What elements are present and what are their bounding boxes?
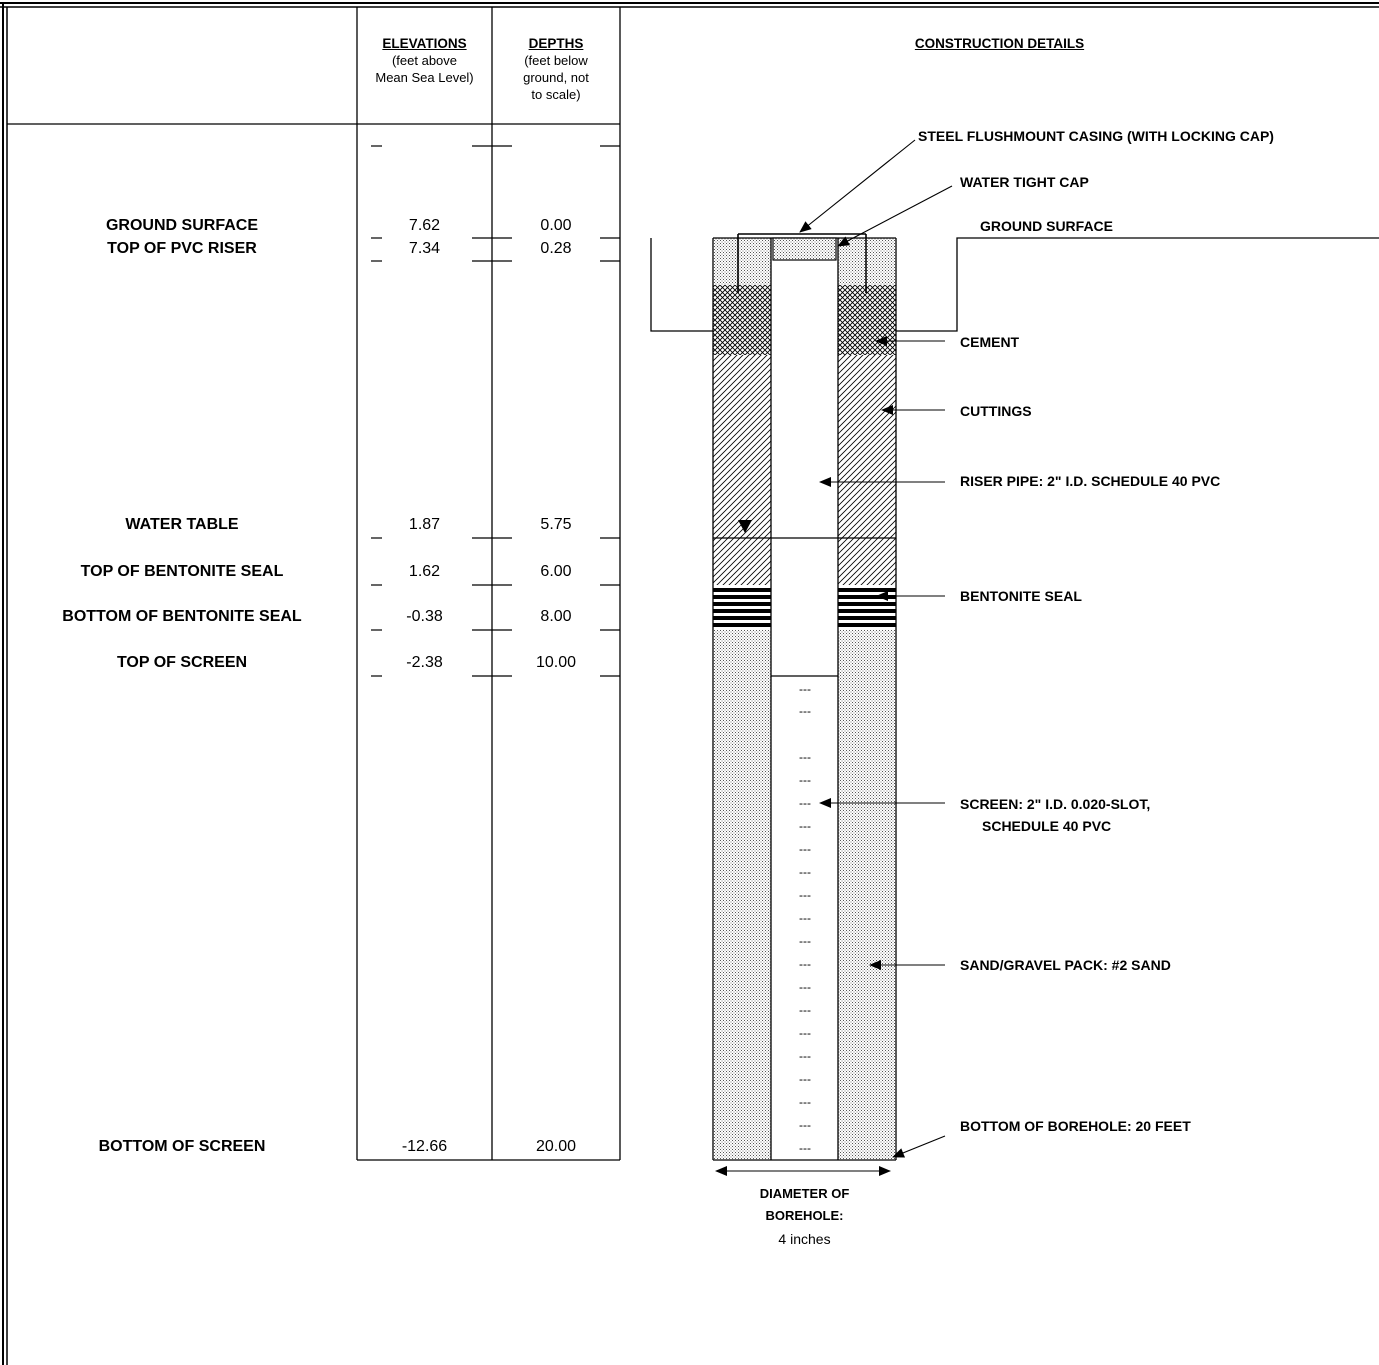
screen-slot: --- xyxy=(799,1026,811,1040)
elevation-value: -12.66 xyxy=(401,1138,448,1155)
screen-slot: --- xyxy=(799,1003,811,1017)
construction-title: CONSTRUCTION DETAILS xyxy=(914,36,1085,51)
depths-title: DEPTHS xyxy=(528,36,584,51)
row-label: WATER TABLE xyxy=(125,516,239,533)
annulus-left xyxy=(713,238,771,1160)
screen-slot: --- xyxy=(799,682,811,696)
depth-value: 10.00 xyxy=(535,654,577,671)
diameter-label-1: DIAMETER OF xyxy=(759,1186,850,1201)
tick-marks xyxy=(371,145,620,677)
screen-annotation-line1: SCREEN: 2" I.D. 0.020-SLOT, xyxy=(960,796,1151,812)
row-label: TOP OF BENTONITE SEAL xyxy=(80,563,284,580)
sand-annotation: SAND/GRAVEL PACK: #2 SAND xyxy=(960,957,1171,973)
cement-annotation: CEMENT xyxy=(960,334,1020,350)
diameter-value: 4 inches xyxy=(778,1231,831,1247)
depth-value: 0.00 xyxy=(540,217,572,234)
depth-value: 8.00 xyxy=(540,608,572,625)
screen-slot: --- xyxy=(799,957,811,971)
depth-value: 0.28 xyxy=(540,240,572,257)
screen-slot: --- xyxy=(799,796,811,810)
screen-slot: --- xyxy=(799,1095,811,1109)
leader-lines xyxy=(715,139,953,1176)
screen-slot: --- xyxy=(799,1072,811,1086)
elevation-value: 1.62 xyxy=(408,563,441,580)
table-grid xyxy=(7,7,621,1161)
annulus-right xyxy=(838,238,896,1160)
screen-slot: --- xyxy=(799,1141,811,1155)
screen-slot: --- xyxy=(799,934,811,948)
elevation-value: -0.38 xyxy=(406,608,443,625)
construction-header: CONSTRUCTION DETAILS xyxy=(620,35,1379,52)
flushmount-casing xyxy=(737,233,867,293)
row-label: BOTTOM OF SCREEN xyxy=(98,1138,266,1155)
screen-slot: --- xyxy=(799,980,811,994)
depth-value: 20.00 xyxy=(535,1138,577,1155)
casing-annotation: STEEL FLUSHMOUNT CASING (WITH LOCKING CA… xyxy=(918,128,1274,144)
elevation-value: 1.87 xyxy=(408,516,441,533)
depth-value: 5.75 xyxy=(540,516,572,533)
row-label: BOTTOM OF BENTONITE SEAL xyxy=(62,608,302,625)
screen-slot: --- xyxy=(799,773,811,787)
depths-sub2: ground, not xyxy=(523,70,589,85)
ground-surface-line xyxy=(650,237,1379,332)
depth-value: 6.00 xyxy=(540,563,572,580)
bottom-annotation: BOTTOM OF BOREHOLE: 20 FEET xyxy=(960,1118,1191,1134)
cap-annotation: WATER TIGHT CAP xyxy=(960,174,1089,190)
screen-slot: --- xyxy=(799,911,811,925)
screen-slot: --- xyxy=(799,819,811,833)
elevations-sub1: (feet above xyxy=(391,53,458,68)
depths-sub1: (feet below xyxy=(524,53,588,68)
diameter-label-2: BOREHOLE: xyxy=(765,1208,844,1223)
screen-slot: --- xyxy=(799,750,811,764)
borehole-outline xyxy=(712,237,897,1161)
screen-slot: --- xyxy=(799,865,811,879)
elevation-value: -2.38 xyxy=(406,654,443,671)
bentonite-annotation: BENTONITE SEAL xyxy=(960,588,1082,604)
screen-annotation-line2: SCHEDULE 40 PVC xyxy=(982,818,1112,834)
elevations-sub2: Mean Sea Level) xyxy=(375,70,474,85)
ground-annotation: GROUND SURFACE xyxy=(980,218,1114,234)
cuttings-annotation: CUTTINGS xyxy=(960,403,1032,419)
screen-slot: --- xyxy=(799,888,811,902)
screen-slot: --- xyxy=(799,704,811,718)
water-tight-cap xyxy=(772,237,837,261)
water-table-marker xyxy=(738,520,752,533)
row-label: TOP OF PVC RISER xyxy=(107,240,257,257)
row-label: GROUND SURFACE xyxy=(105,217,258,234)
elevation-value: 7.62 xyxy=(408,217,441,234)
screen-slot: --- xyxy=(799,1118,811,1132)
riser-annotation: RISER PIPE: 2" I.D. SCHEDULE 40 PVC xyxy=(960,473,1221,489)
screen-slot: --- xyxy=(799,842,811,856)
elevations-header: ELEVATIONS (feet above Mean Sea Level) xyxy=(357,35,492,86)
elevation-value: 7.34 xyxy=(408,240,441,257)
depths-header: DEPTHS (feet below ground, not to scale) xyxy=(492,35,620,103)
elevations-title: ELEVATIONS xyxy=(382,36,467,51)
depths-sub3: to scale) xyxy=(531,87,581,102)
row-label: TOP OF SCREEN xyxy=(116,654,248,671)
screen-slot: --- xyxy=(799,1049,811,1063)
